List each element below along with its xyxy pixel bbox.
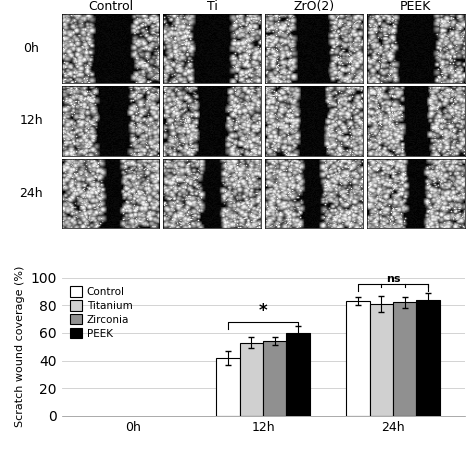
Title: ZrO(2): ZrO(2) [293, 0, 335, 12]
Y-axis label: 0h: 0h [23, 42, 39, 55]
Title: PEEK: PEEK [400, 0, 431, 12]
Bar [393, 303, 417, 416]
Y-axis label: 12h: 12h [19, 114, 43, 128]
Text: ns: ns [386, 274, 400, 284]
Bar [240, 343, 263, 416]
Bar [346, 301, 370, 416]
Bar [216, 358, 240, 416]
Title: Control: Control [88, 0, 133, 12]
Legend: Control, Titanium, Zirconia, PEEK: Control, Titanium, Zirconia, PEEK [67, 283, 136, 342]
Title: Ti: Ti [207, 0, 218, 12]
Bar [263, 341, 286, 416]
Bar [370, 304, 393, 416]
Bar [286, 333, 310, 416]
Text: *: * [259, 303, 267, 320]
Bar [417, 300, 440, 416]
Y-axis label: Scratch wound coverage (%): Scratch wound coverage (%) [15, 266, 25, 427]
Y-axis label: 24h: 24h [19, 187, 43, 200]
